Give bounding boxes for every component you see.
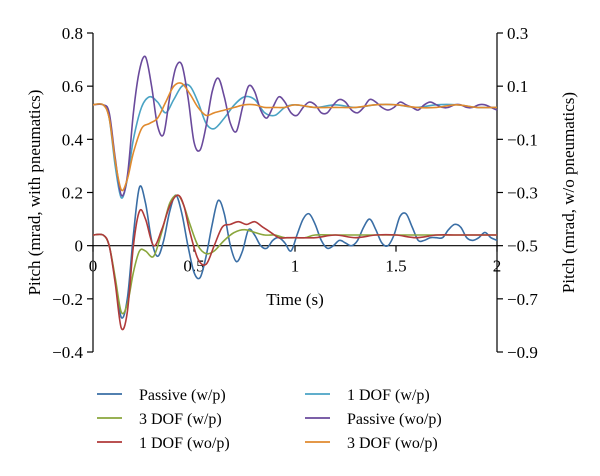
left-axis-tick-label: −0.2 <box>52 290 83 309</box>
right-axis-tick-label: 0.1 <box>507 77 528 96</box>
x-axis-tick-label: 2 <box>493 257 502 276</box>
right-axis-tick-label: −0.1 <box>507 130 538 149</box>
left-axis-tick-label: 0 <box>75 237 84 256</box>
left-axis-tick-label: 0.4 <box>62 130 84 149</box>
left-axis-tick-label: −0.4 <box>52 343 83 362</box>
right-axis-tick-label: −0.3 <box>507 184 538 203</box>
legend-label-3: 1 DOF (w/p) <box>347 387 430 404</box>
series-line-2 <box>92 194 497 331</box>
x-axis-tick-label: 0 <box>89 257 98 276</box>
legend-label-4: Passive (wo/p) <box>347 411 442 428</box>
series-line-5 <box>92 82 498 192</box>
right-axis-title: Pitch (mrad, w/o pneumatics) <box>559 92 578 293</box>
legend-label-1: 3 DOF (w/p) <box>139 411 222 428</box>
left-axis-tick-label: 0.6 <box>62 77 83 96</box>
legend-label-5: 3 DOF (wo/p) <box>347 435 438 452</box>
left-axis-tick-label: 0.8 <box>62 24 83 43</box>
left-axis-tick-label: 0.2 <box>62 184 83 203</box>
x-axis-tick-label: 1.5 <box>385 257 406 276</box>
series-line-0 <box>92 185 498 319</box>
left-axis-title: Pitch (mrad, with pneumatics) <box>25 90 44 296</box>
legend-label-0: Passive (w/p) <box>139 387 226 404</box>
series-line-4 <box>92 55 498 197</box>
axes: −0.4 −0.2 0 0.2 0.4 0.6 0.8 −0.9 −0.7 −0.5 −0.3 −0.… <box>25 24 578 362</box>
x-axis-tick-label: 1 <box>291 257 300 276</box>
right-axis-tick-label: −0.5 <box>507 237 538 256</box>
right-axis-tick-label: −0.9 <box>507 343 538 362</box>
right-axis-tick-label: −0.7 <box>507 290 538 309</box>
legend-label-2: 1 DOF (wo/p) <box>139 435 230 452</box>
legend: Passive (w/p) 3 DOF (w/p) 1 DOF (wo/p) 1 DO… <box>97 387 442 452</box>
series-lines <box>92 55 498 331</box>
right-axis-tick-label: 0.3 <box>507 24 528 43</box>
x-axis-title: Time (s) <box>266 290 323 309</box>
